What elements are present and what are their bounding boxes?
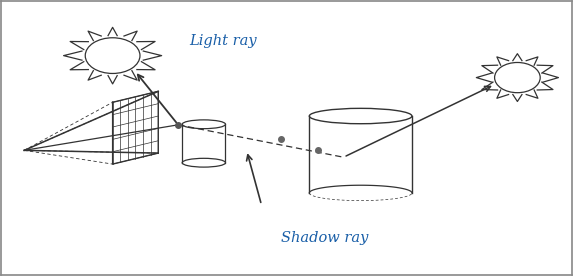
- Text: Shadow ray: Shadow ray: [281, 231, 368, 245]
- Text: Light ray: Light ray: [190, 33, 257, 47]
